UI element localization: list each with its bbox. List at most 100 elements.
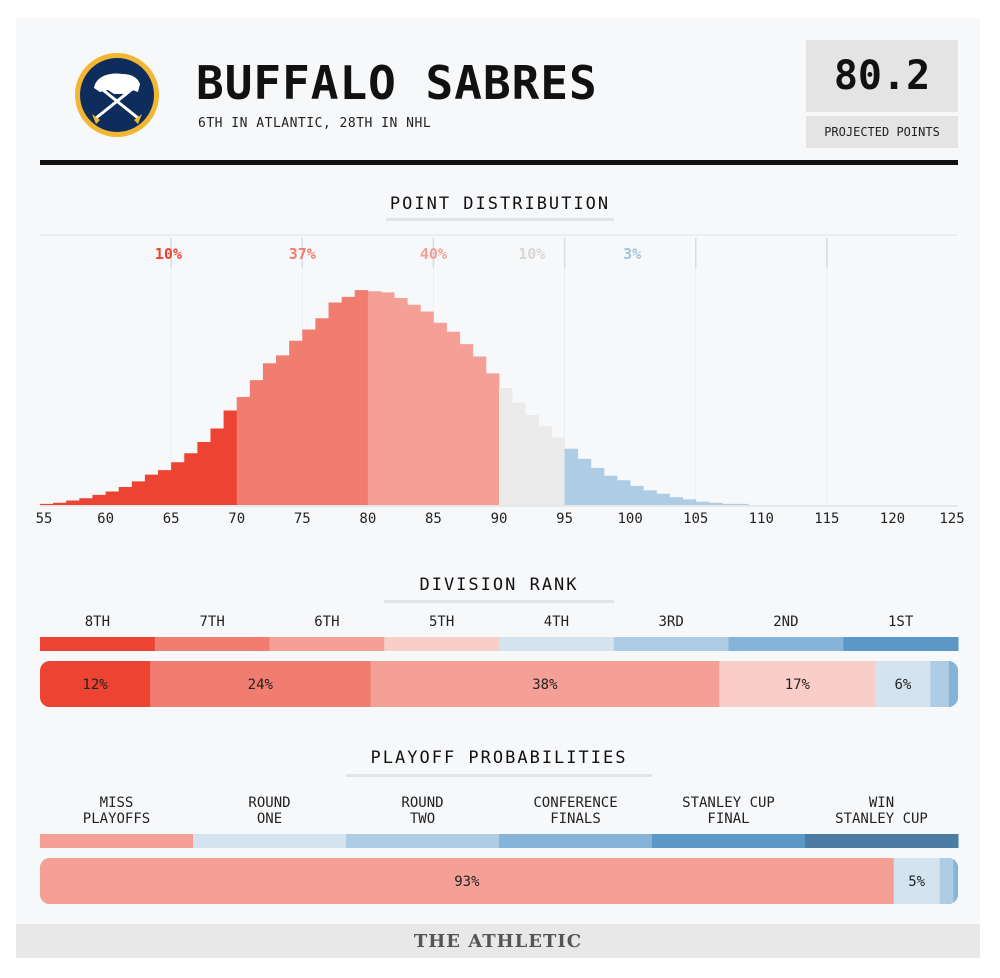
- histogram-bar: [171, 462, 185, 505]
- histogram-bar: [105, 491, 120, 505]
- probability-segment: [939, 858, 954, 904]
- category-label: TWO: [410, 811, 435, 827]
- category-label: ROUND: [248, 795, 290, 811]
- category-key-swatch: [154, 637, 270, 651]
- footer-brand: THE ATHLETIC: [16, 924, 980, 958]
- division-rank-underline: [384, 600, 614, 603]
- category-key-swatch: [728, 637, 844, 651]
- category-label: 1ST: [888, 614, 914, 630]
- category-label: FINALS: [550, 811, 601, 827]
- x-tick-label: 95: [556, 511, 573, 527]
- histogram-bar: [328, 302, 343, 505]
- header-divider: [40, 160, 958, 165]
- histogram-bar: [341, 296, 356, 505]
- histogram-bar: [394, 298, 408, 505]
- category-label: STANLEY CUP: [682, 795, 775, 811]
- team-standing: 6TH IN ATLANTIC, 28TH IN NHL: [198, 116, 432, 131]
- histogram-bar: [223, 410, 238, 505]
- team-name: BUFFALO SABRES: [196, 56, 598, 110]
- category-key-swatch: [40, 834, 194, 848]
- histogram-bar: [721, 503, 736, 505]
- category-label: STANLEY CUP: [835, 811, 928, 827]
- category-label: 2ND: [773, 614, 798, 630]
- category-label: CONFERENCE: [533, 795, 617, 811]
- bucket-percent-label: 10%: [155, 245, 182, 263]
- logo-disc: [80, 58, 154, 132]
- category-label: 7TH: [199, 614, 224, 630]
- histogram-bar: [630, 485, 644, 505]
- probability-label: 24%: [248, 677, 274, 693]
- histogram-bar: [184, 453, 198, 505]
- playoff-probabilities-underline: [346, 774, 652, 777]
- histogram-bar: [551, 437, 565, 505]
- histogram-bar: [79, 498, 93, 505]
- buffalo-icon: [94, 73, 140, 94]
- histogram-bar: [525, 415, 539, 505]
- histogram-bar: [735, 503, 749, 505]
- histogram-bar: [577, 458, 592, 505]
- probability-label: 12%: [82, 677, 108, 693]
- category-label: PLAYOFFS: [83, 811, 150, 827]
- histogram-bar: [380, 292, 395, 505]
- category-key-swatch: [269, 637, 385, 651]
- bucket-percent-label: 37%: [289, 245, 316, 263]
- probability-segment: [40, 858, 895, 904]
- histogram-bar: [289, 340, 303, 505]
- histogram-bar: [682, 499, 697, 505]
- category-label: FINAL: [707, 811, 749, 827]
- category-label: 3RD: [658, 614, 683, 630]
- bucket-percent-label: 10%: [518, 245, 545, 263]
- probability-label: 6%: [894, 677, 911, 693]
- projected-points-value: 80.2: [806, 40, 958, 112]
- x-tick-label: 65: [163, 511, 180, 527]
- histogram-bar: [485, 373, 500, 505]
- x-tick-label: 85: [425, 511, 442, 527]
- probability-segment: [948, 661, 958, 707]
- playoff-probabilities-title: PLAYOFF PROBABILITIES: [370, 748, 628, 768]
- probability-bar: [40, 858, 958, 904]
- x-tick-label: 115: [814, 511, 839, 527]
- histogram-bar: [144, 474, 159, 505]
- probability-segment: [875, 661, 931, 707]
- point-distribution-title: POINT DISTRIBUTION: [389, 194, 611, 214]
- x-tick-label: 60: [97, 511, 114, 527]
- x-tick-label: 75: [294, 511, 311, 527]
- category-key-swatch: [613, 637, 729, 651]
- histogram-bar: [643, 490, 657, 505]
- histogram-bar: [695, 501, 710, 505]
- histogram-bar: [302, 329, 316, 505]
- histogram-bar: [472, 356, 487, 505]
- bucket-percent-label: 3%: [623, 245, 641, 263]
- category-key-swatch: [805, 834, 959, 848]
- x-tick-label: 90: [491, 511, 508, 527]
- histogram-bar: [669, 497, 683, 505]
- histogram-bar: [276, 355, 290, 505]
- histogram-bar: [656, 493, 670, 505]
- histogram-bar: [236, 397, 251, 505]
- histogram-bar: [367, 291, 382, 505]
- histogram-bar: [262, 363, 277, 505]
- histogram-bar: [118, 487, 133, 505]
- probability-segment: [893, 858, 941, 904]
- bucket-percent-label: 40%: [420, 245, 447, 263]
- histogram-bar: [66, 500, 80, 505]
- histogram-bar: [158, 470, 172, 505]
- histogram-bar: [407, 304, 421, 505]
- division-rank-chart: 8TH 7TH 6TH 5TH 4TH 3RD 2ND 1ST 12% 24% 38% 17% 6%: [40, 614, 959, 707]
- x-tick-label: 120: [880, 511, 905, 527]
- histogram-bar: [446, 331, 461, 505]
- histogram-bar: [131, 481, 146, 505]
- probability-segment: [40, 661, 151, 707]
- probability-segment: [719, 661, 876, 707]
- category-label: MISS: [100, 795, 134, 811]
- probability-label: 38%: [532, 677, 558, 693]
- histogram-bar: [40, 503, 54, 505]
- histogram-bar: [708, 502, 723, 505]
- division-rank-title: DIVISION RANK: [419, 575, 579, 595]
- histogram-bar: [512, 402, 526, 505]
- probability-segment: [370, 661, 720, 707]
- histogram-bar: [564, 448, 579, 505]
- x-tick-label: 100: [617, 511, 642, 527]
- histogram-bar: [433, 322, 447, 505]
- probability-segment: [930, 661, 950, 707]
